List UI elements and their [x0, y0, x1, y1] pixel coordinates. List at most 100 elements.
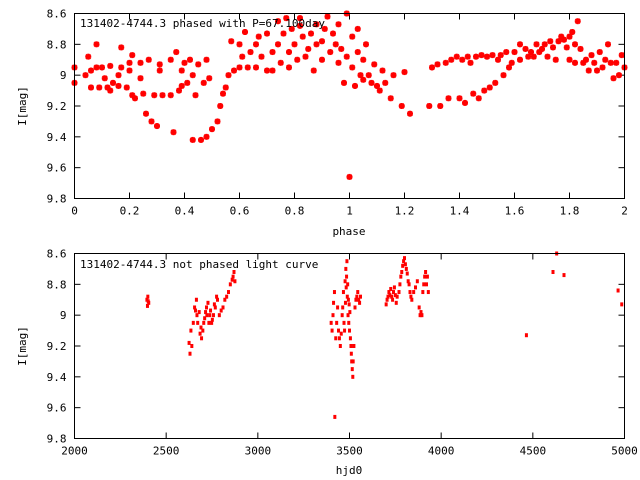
data-point	[357, 72, 364, 79]
data-point	[223, 297, 227, 302]
phased-y-tick-label: 8.8	[47, 38, 67, 51]
data-point	[302, 53, 309, 60]
data-point	[258, 53, 265, 60]
data-point	[347, 302, 351, 307]
data-point	[225, 72, 232, 79]
data-point	[156, 61, 163, 68]
data-point	[205, 313, 209, 318]
data-point	[467, 59, 474, 66]
data-point	[203, 133, 210, 140]
data-point	[332, 290, 336, 295]
unphased-y-axis-label: I[mag]	[16, 326, 29, 366]
data-point	[277, 59, 284, 66]
data-point	[511, 49, 518, 56]
data-point	[550, 44, 556, 51]
data-point	[363, 41, 369, 48]
data-point	[347, 320, 351, 325]
data-point	[200, 336, 204, 341]
phased-y-tick-label: 8.6	[47, 8, 67, 21]
unphased-x-tick-label: 4500	[520, 445, 547, 458]
phased-x-axis-label: phase	[332, 225, 365, 238]
data-point	[403, 262, 407, 267]
unphased-y-tick-label: 9.2	[47, 340, 67, 353]
data-point	[459, 56, 466, 63]
data-point	[275, 18, 281, 25]
data-point	[209, 126, 215, 133]
data-point	[346, 173, 353, 180]
data-point	[101, 75, 108, 82]
data-point	[194, 308, 197, 313]
data-point	[580, 59, 587, 66]
data-point	[329, 320, 333, 325]
phased-x-tick-label: 1.6	[505, 205, 525, 218]
data-point	[351, 374, 355, 379]
unphased-axes: 2000 2500 3000 3500 4000 4500 5000 8.6 8.8 9 9.2 9.…	[47, 248, 638, 458]
data-point	[382, 79, 389, 86]
data-point	[222, 84, 229, 91]
data-point	[429, 64, 435, 71]
data-point	[379, 67, 386, 74]
phased-x-tick-label: 1.8	[560, 205, 580, 218]
unphased-y-tick-label: 8.8	[47, 278, 67, 291]
data-point	[561, 36, 567, 43]
phased-x-tick-label: 0	[71, 205, 78, 218]
data-point	[99, 64, 105, 71]
data-point	[426, 103, 433, 109]
data-point	[602, 56, 609, 63]
data-point	[605, 41, 611, 48]
data-point	[421, 290, 425, 295]
data-point	[236, 64, 243, 71]
data-point	[319, 38, 325, 45]
data-point	[397, 290, 401, 295]
data-point	[387, 290, 391, 295]
data-point	[530, 53, 537, 60]
data-point	[305, 45, 312, 52]
data-point	[528, 49, 534, 56]
data-point	[207, 320, 211, 325]
data-point	[201, 328, 205, 333]
data-point	[244, 64, 251, 71]
data-point	[345, 259, 349, 264]
phased-x-tick-label: 0.4	[175, 205, 195, 218]
data-point	[344, 266, 348, 271]
data-point	[572, 41, 578, 48]
data-point	[88, 67, 94, 74]
data-point	[198, 331, 202, 336]
data-point	[414, 285, 417, 290]
data-point	[209, 308, 213, 313]
data-point	[247, 49, 254, 56]
phased-x-tick-label: 2	[621, 205, 628, 218]
data-point	[404, 266, 408, 271]
data-point	[616, 288, 620, 293]
phased-x-tick-label: 0.8	[285, 205, 305, 218]
data-point	[349, 344, 353, 348]
data-point	[508, 59, 515, 66]
data-point	[236, 41, 243, 48]
data-point	[365, 72, 372, 79]
data-point	[239, 53, 246, 60]
data-point	[552, 56, 559, 63]
data-point	[333, 414, 337, 419]
data-point	[352, 82, 358, 89]
phased-y-tick-label: 9.8	[47, 193, 67, 206]
data-point	[354, 297, 358, 302]
phased-data-points	[71, 10, 628, 180]
data-point	[547, 38, 554, 45]
unphased-y-tick-label: 9	[60, 309, 67, 322]
data-point	[402, 259, 406, 264]
data-point	[517, 41, 523, 48]
data-point	[210, 320, 214, 325]
data-point	[358, 300, 362, 305]
data-point	[212, 302, 216, 307]
data-point	[403, 256, 406, 261]
data-point	[401, 263, 405, 268]
data-point	[335, 21, 342, 28]
data-point	[123, 84, 130, 91]
data-point	[475, 95, 482, 102]
data-point	[462, 99, 468, 106]
data-point	[154, 123, 160, 130]
data-point	[308, 30, 314, 37]
data-point	[357, 297, 361, 302]
unphased-panel: 2000 2500 3000 3500 4000 4500 5000 8.6 8.8 9 9.2 9.…	[16, 248, 638, 478]
